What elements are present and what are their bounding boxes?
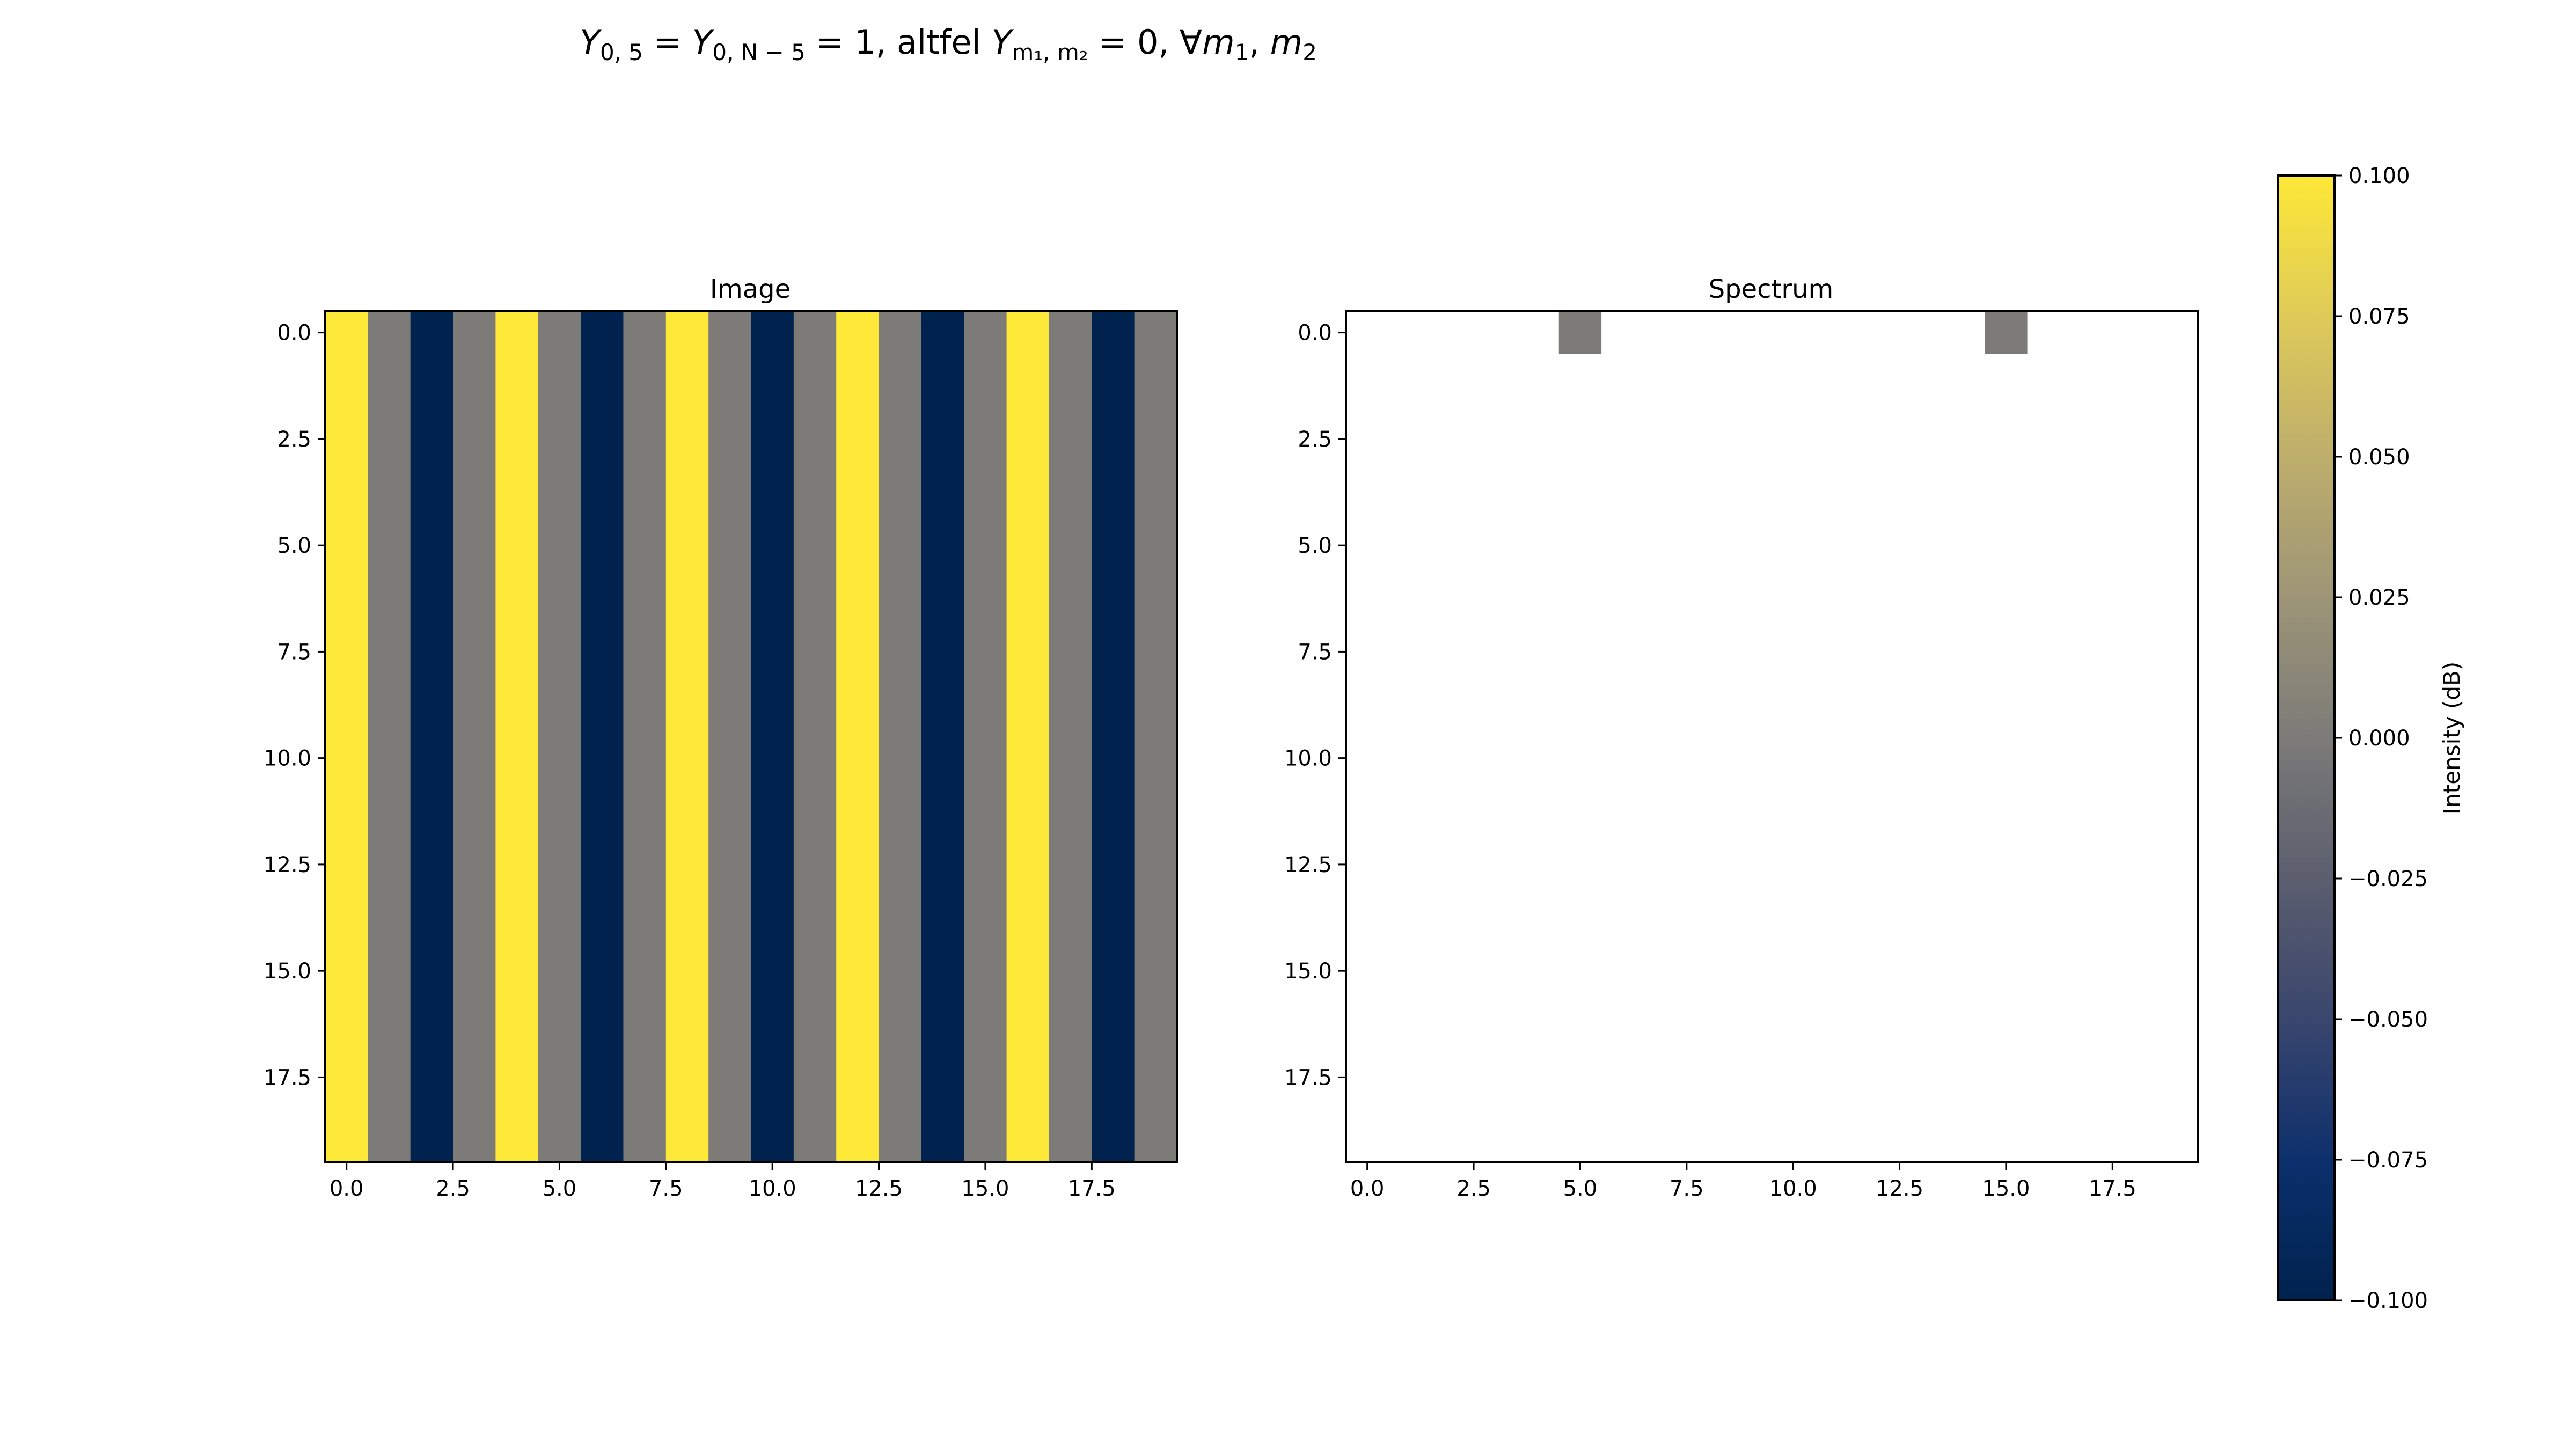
colorbar-tick-label: −0.050 bbox=[2348, 1007, 2428, 1032]
colorbar-tick-label: 0.025 bbox=[2348, 586, 2410, 610]
figure-title-part: Y bbox=[580, 23, 602, 62]
colorbar-tick-label: 0.000 bbox=[2348, 726, 2410, 751]
x-tick-label: 12.5 bbox=[855, 1176, 903, 1201]
y-tick-label: 5.0 bbox=[1298, 533, 1332, 558]
x-tick-label: 0.0 bbox=[1350, 1176, 1385, 1201]
image-column-cell bbox=[581, 311, 624, 1162]
figure-title-part: = 0, ∀ bbox=[1088, 23, 1203, 62]
image-column-cell bbox=[665, 311, 709, 1162]
y-tick-label: 12.5 bbox=[1284, 853, 1332, 877]
image-column-cell bbox=[410, 311, 453, 1162]
image-column-cell bbox=[453, 311, 496, 1162]
x-tick-label: 12.5 bbox=[1876, 1176, 1923, 1201]
colorbar-label: Intensity (dB) bbox=[2439, 662, 2465, 814]
image-column-cell bbox=[1134, 311, 1177, 1162]
image-panel-title: Image bbox=[710, 274, 791, 304]
image-column-cell bbox=[368, 311, 411, 1162]
y-tick-label: 10.0 bbox=[1284, 747, 1332, 771]
x-tick-label: 2.5 bbox=[1457, 1176, 1491, 1201]
spectrum-x-ticks: 0.0 2.5 5.0 7.5 10.0 12.5 15.0 17.5 bbox=[1350, 1162, 2136, 1201]
y-tick-label: 2.5 bbox=[1298, 427, 1332, 452]
spectrum-background bbox=[1346, 311, 2198, 1162]
image-column-cell bbox=[751, 311, 794, 1162]
y-tick-label: 5.0 bbox=[277, 533, 311, 558]
y-tick-label: 2.5 bbox=[277, 427, 311, 452]
colorbar-ticks: 0.100 0.075 0.050 0.025 0.000 −0.025 −0.050 −0.… bbox=[2334, 164, 2428, 1313]
figure-title-part: Y bbox=[692, 23, 714, 62]
image-column-cell bbox=[921, 311, 964, 1162]
figure-title-part: 2 bbox=[1302, 39, 1317, 65]
image-column-cell bbox=[1092, 311, 1135, 1162]
figure-title-part: m₁, m₂ bbox=[1012, 39, 1088, 65]
image-axes-frame bbox=[324, 310, 1178, 1163]
x-tick-label: 17.5 bbox=[2089, 1176, 2136, 1201]
x-tick-label: 15.0 bbox=[961, 1176, 1009, 1201]
figure-title-part: = bbox=[643, 23, 692, 62]
x-tick-label: 5.0 bbox=[1563, 1176, 1598, 1201]
x-tick-label: 0.0 bbox=[330, 1176, 364, 1201]
image-column-cell bbox=[836, 311, 880, 1162]
spectrum-cell bbox=[1558, 311, 1602, 354]
y-tick-label: 10.0 bbox=[264, 747, 311, 771]
image-panel: Image 0.0 2.5 5.0 7.5 10.0 12.5 15.0 17.5 0.0 2.… bbox=[264, 274, 1178, 1201]
figure-title-part: 1 bbox=[1235, 39, 1249, 65]
figure-title-part: = 1, altfel bbox=[806, 23, 992, 62]
figure-title-part: , bbox=[1249, 23, 1270, 62]
image-y-ticks: 0.0 2.5 5.0 7.5 10.0 12.5 15.0 17.5 bbox=[264, 321, 325, 1090]
x-tick-label: 7.5 bbox=[649, 1176, 683, 1201]
image-column-cell bbox=[623, 311, 667, 1162]
spectrum-axes-frame bbox=[1345, 310, 2199, 1163]
x-tick-label: 10.0 bbox=[749, 1176, 796, 1201]
colorbar-tick-label: 0.075 bbox=[2348, 304, 2410, 329]
figure-title-part: 0, 5 bbox=[600, 39, 643, 65]
y-tick-label: 12.5 bbox=[264, 853, 311, 877]
y-tick-label: 17.5 bbox=[1284, 1065, 1332, 1090]
figure-title-part: Y bbox=[992, 23, 1014, 62]
x-tick-label: 15.0 bbox=[1982, 1176, 2030, 1201]
y-tick-label: 15.0 bbox=[1284, 959, 1332, 984]
y-tick-label: 0.0 bbox=[277, 321, 311, 346]
spectrum-cells bbox=[1558, 311, 2028, 354]
x-tick-label: 2.5 bbox=[436, 1176, 470, 1201]
x-tick-label: 5.0 bbox=[543, 1176, 577, 1201]
image-column-cell bbox=[879, 311, 922, 1162]
y-tick-label: 7.5 bbox=[1298, 640, 1332, 664]
y-tick-label: 17.5 bbox=[264, 1065, 311, 1090]
image-column-cell bbox=[1049, 311, 1092, 1162]
spectrum-panel: Spectrum 0.0 2.5 5.0 7.5 10.0 12.5 15.0 17.5 0.… bbox=[1284, 274, 2199, 1201]
colorbar-gradient bbox=[2277, 174, 2336, 1301]
colorbar-tick-label: −0.025 bbox=[2348, 867, 2428, 891]
image-column-cell bbox=[964, 311, 1007, 1162]
figure-title-part: m bbox=[1202, 23, 1234, 62]
figure-title-part: m bbox=[1270, 23, 1302, 62]
image-column-cell bbox=[538, 311, 581, 1162]
image-x-ticks: 0.0 2.5 5.0 7.5 10.0 12.5 15.0 17.5 bbox=[330, 1162, 1116, 1201]
x-tick-label: 10.0 bbox=[1769, 1176, 1817, 1201]
y-tick-label: 7.5 bbox=[277, 640, 311, 664]
colorbar-tick-label: −0.100 bbox=[2348, 1289, 2428, 1313]
y-tick-label: 15.0 bbox=[264, 959, 311, 984]
y-tick-label: 0.0 bbox=[1298, 321, 1332, 346]
x-tick-label: 7.5 bbox=[1670, 1176, 1704, 1201]
image-cells bbox=[325, 311, 1177, 1162]
image-column-cell bbox=[708, 311, 751, 1162]
colorbar-tick-label: 0.100 bbox=[2348, 164, 2410, 188]
image-column-cell bbox=[495, 311, 539, 1162]
image-column-cell bbox=[325, 311, 368, 1162]
colorbar-tick-label: 0.050 bbox=[2348, 445, 2410, 470]
figure-title-part: 0, N − 5 bbox=[712, 39, 805, 65]
figure-title: Y0, 5 = Y0, N − 5 = 1, altfel Ym₁, m₂ = … bbox=[580, 23, 1317, 65]
colorbar-tick-label: −0.075 bbox=[2348, 1148, 2428, 1173]
spectrum-y-ticks: 0.0 2.5 5.0 7.5 10.0 12.5 15.0 17.5 bbox=[1284, 321, 1346, 1090]
image-column-cell bbox=[793, 311, 837, 1162]
spectrum-panel-title: Spectrum bbox=[1709, 274, 1834, 304]
colorbar: 0.100 0.075 0.050 0.025 0.000 −0.025 −0.050 −0.… bbox=[2277, 164, 2465, 1313]
spectrum-cell bbox=[1985, 311, 2028, 354]
x-tick-label: 17.5 bbox=[1068, 1176, 1116, 1201]
image-column-cell bbox=[1006, 311, 1050, 1162]
